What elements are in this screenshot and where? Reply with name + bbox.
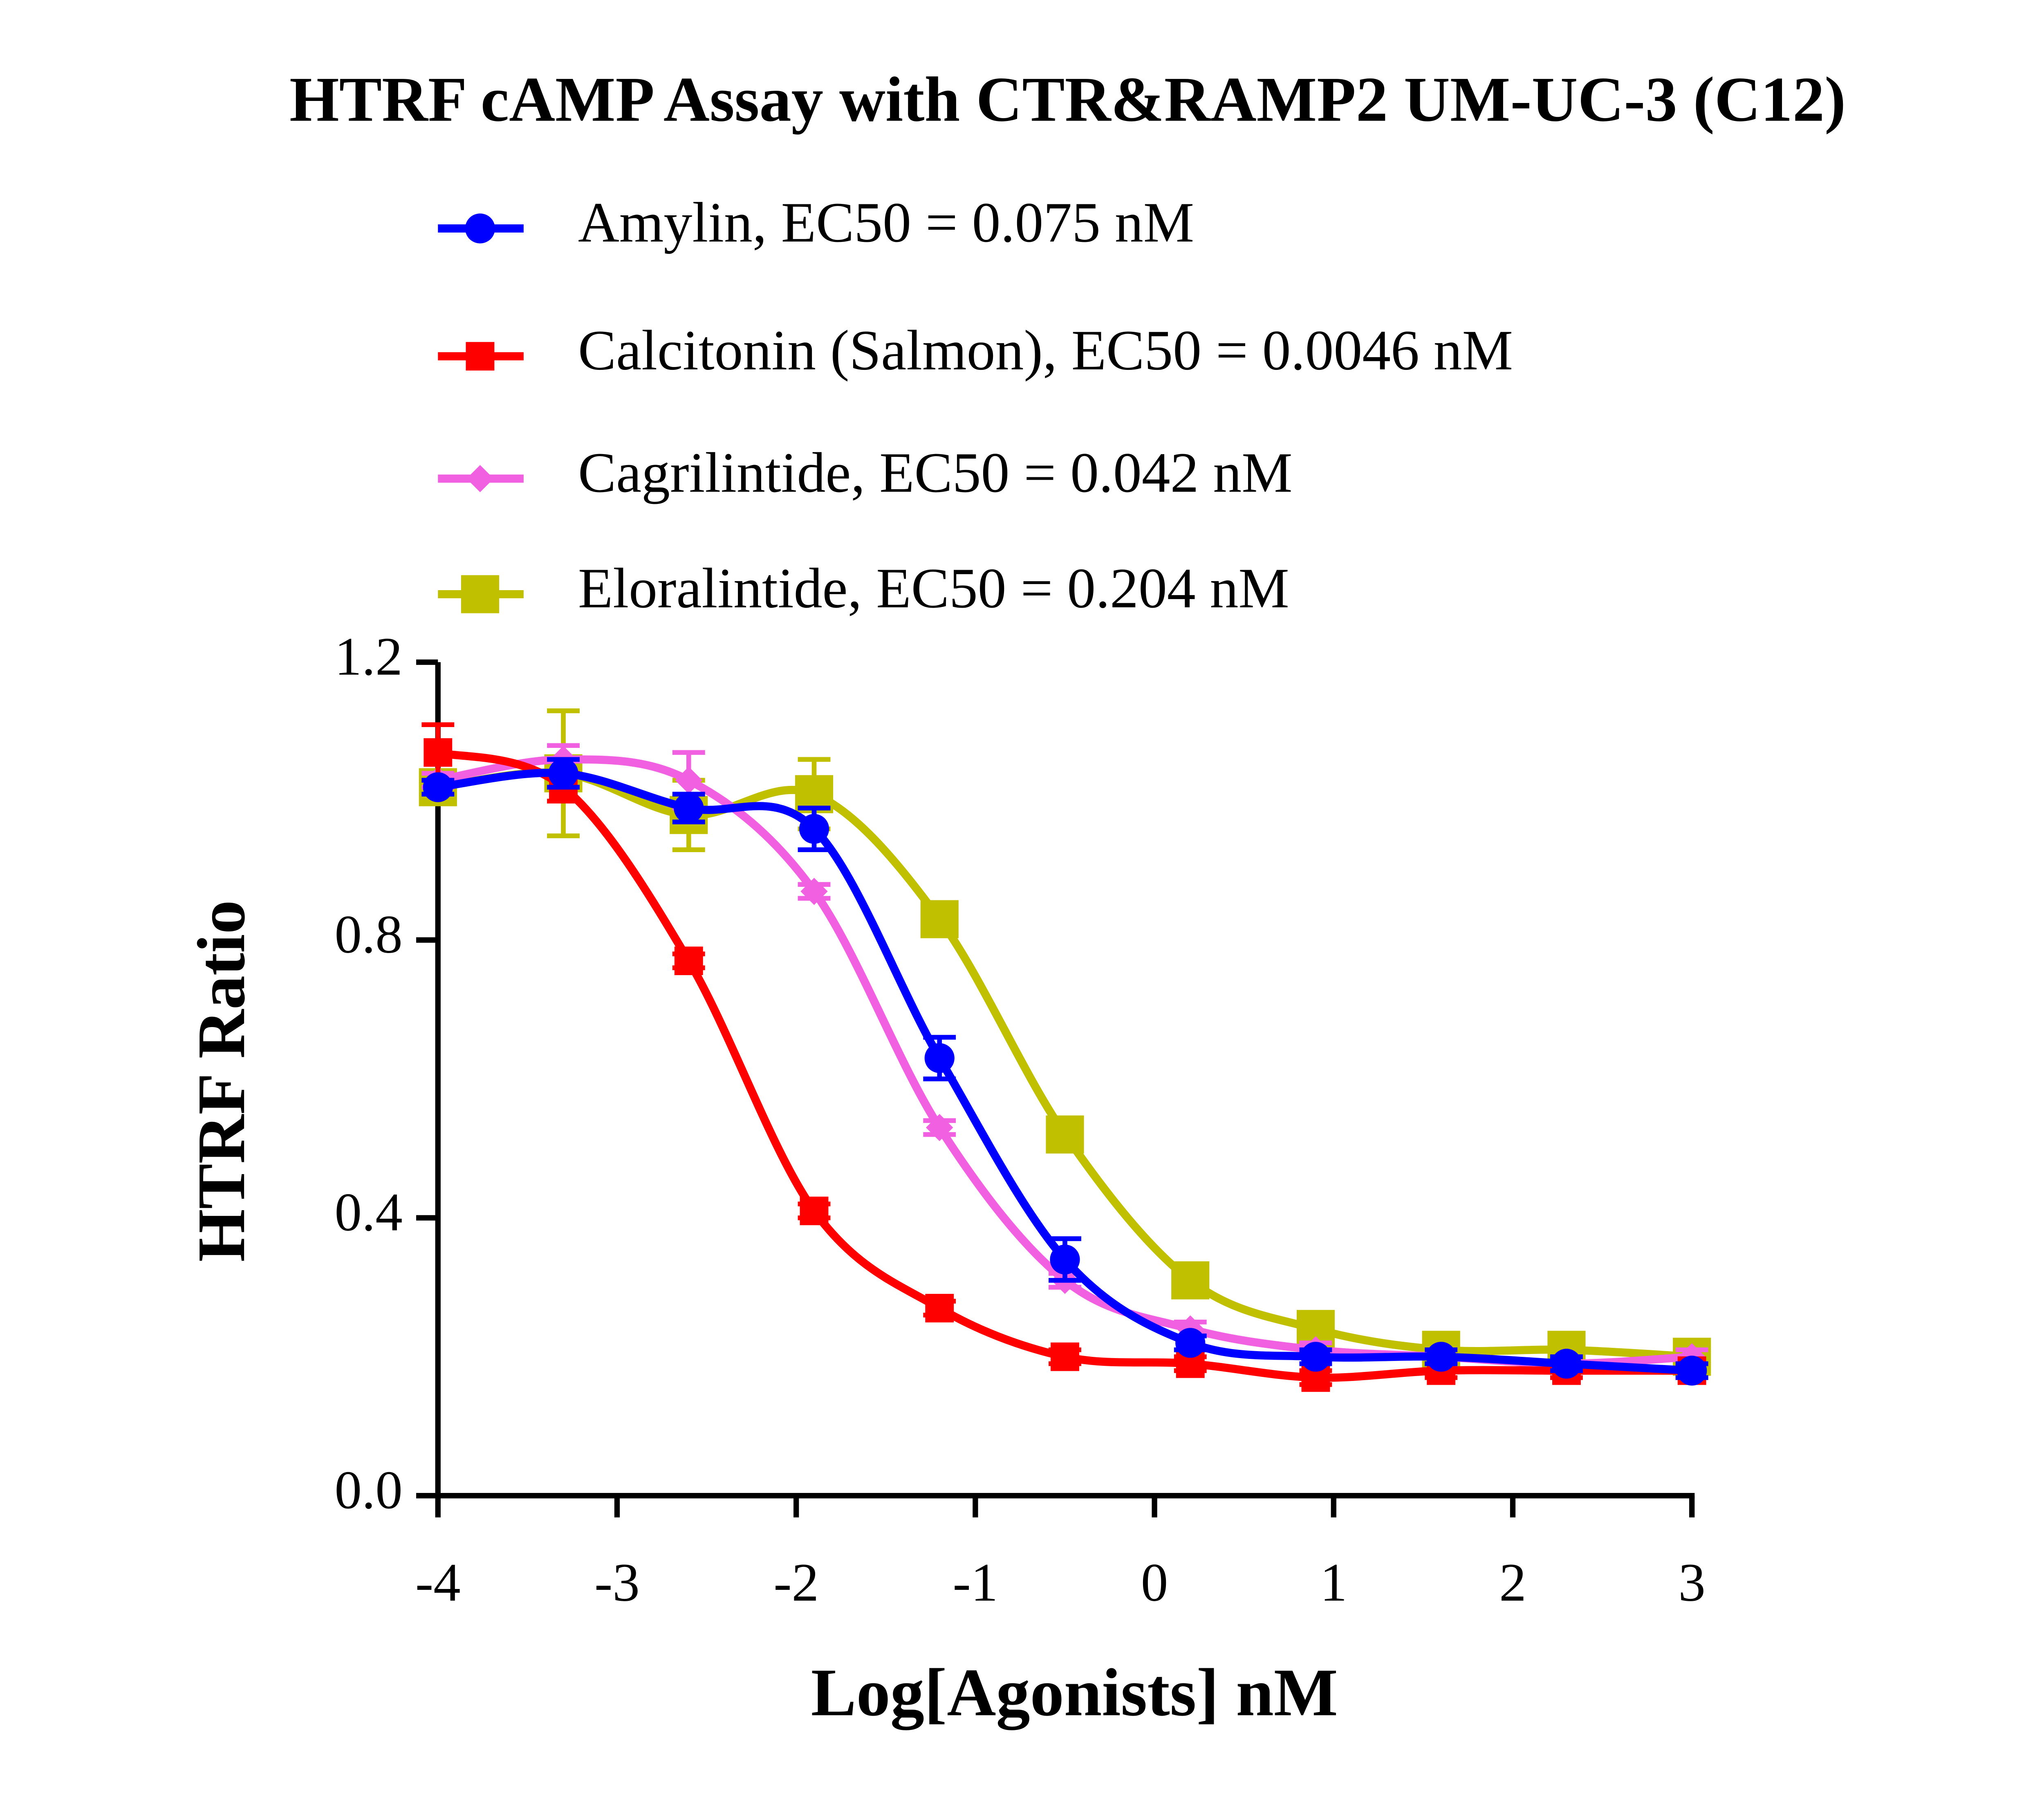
x-tick-label: 1 — [1320, 1552, 1347, 1612]
marker — [920, 900, 959, 938]
marker — [675, 766, 703, 794]
legend-marker — [466, 465, 494, 492]
marker — [800, 877, 828, 905]
y-tick-label: 1.2 — [334, 626, 402, 687]
marker — [925, 1293, 954, 1323]
x-tick-label: -4 — [415, 1552, 461, 1612]
x-tick-label: 0 — [1141, 1552, 1168, 1612]
legend-label: Eloralintide, EC50 = 0.204 nM — [578, 557, 1289, 620]
x-tick-label: -1 — [953, 1552, 998, 1612]
x-tick-label: 3 — [1678, 1552, 1706, 1612]
legend-label: Amylin, EC50 = 0.075 nM — [578, 191, 1194, 254]
x-axis-label: Log[Agonists] nM — [811, 1655, 1338, 1730]
series-line — [437, 748, 1692, 1382]
marker — [924, 1043, 955, 1073]
legend-label: Calcitonin (Salmon), EC50 = 0.0046 nM — [578, 319, 1513, 382]
chart-title: HTRF cAMP Assay with CTR&RAMP2 UM-UC-3 (… — [289, 64, 1846, 134]
x-tick-label: -3 — [594, 1552, 640, 1612]
y-tick-label: 0.0 — [334, 1459, 402, 1520]
series-line — [437, 768, 1692, 1375]
marker — [1677, 1356, 1707, 1386]
marker — [799, 814, 829, 844]
marker — [800, 1196, 829, 1225]
marker — [1051, 1342, 1079, 1371]
legend-label: Cagrilintide, EC50 = 0.042 nM — [578, 441, 1293, 504]
marker — [1171, 1261, 1210, 1300]
y-tick-label: 0.4 — [334, 1182, 402, 1242]
marker — [424, 738, 453, 767]
marker — [548, 758, 578, 788]
marker — [926, 1114, 953, 1141]
legend-marker — [466, 342, 495, 371]
marker — [674, 793, 704, 823]
marker — [1551, 1349, 1582, 1379]
marker — [1175, 1328, 1206, 1358]
y-axis-label: HTRF Ratio — [184, 900, 259, 1262]
marker — [1046, 1115, 1084, 1154]
marker — [1426, 1342, 1456, 1372]
x-tick-label: 2 — [1499, 1552, 1526, 1612]
x-tick-label: -2 — [773, 1552, 819, 1612]
marker — [423, 772, 453, 802]
y-tick-label: 0.8 — [334, 904, 402, 965]
marker — [674, 947, 703, 976]
legend-marker — [465, 213, 495, 244]
marker — [1300, 1342, 1331, 1372]
marker — [1050, 1244, 1080, 1275]
legend-marker — [461, 575, 499, 613]
